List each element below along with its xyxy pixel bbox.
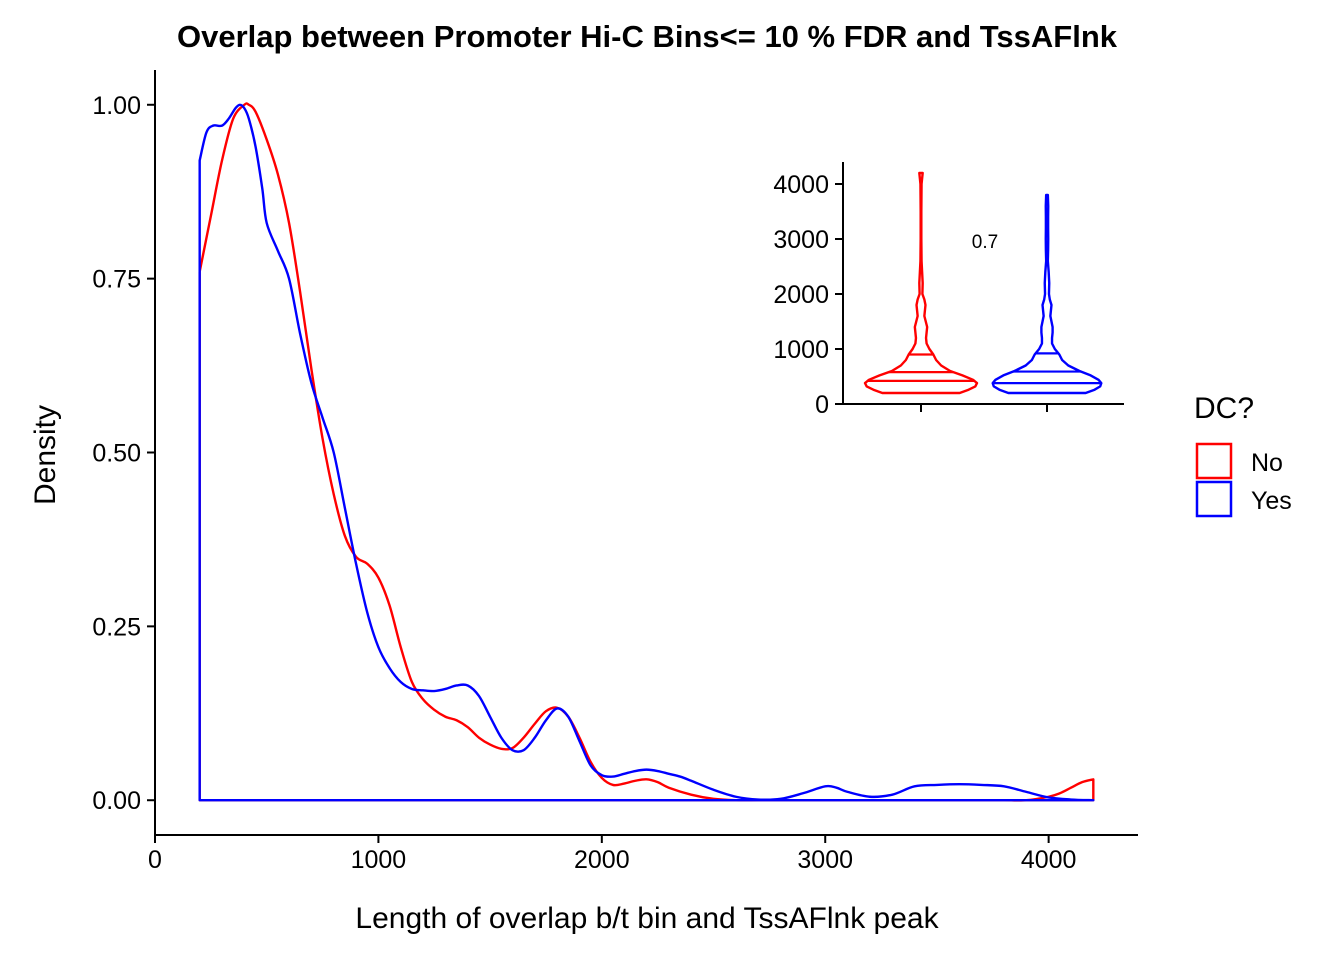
legend-key-yes: [1195, 480, 1233, 518]
x-tick-label: 4000: [1021, 846, 1077, 874]
inset-y-tick-label: 3000: [773, 226, 829, 254]
y-tick-label: 0.25: [92, 613, 141, 641]
x-axis-title: Length of overlap b/t bin and TssAFlnk p…: [355, 902, 939, 935]
x-tick-label: 2000: [574, 846, 630, 874]
y-tick-label: 0.75: [92, 266, 141, 294]
legend-title: DC?: [1194, 392, 1254, 425]
x-tick-label: 1000: [351, 846, 407, 874]
inset-y-tick-label: 1000: [773, 336, 829, 364]
violin-yes: [991, 193, 1103, 395]
y-axis-title: Density: [29, 405, 62, 505]
inset-violin-plot: 0 1000 2000 3000 4000 0.7: [773, 162, 1124, 419]
inset-y-tick-label: 2000: [773, 281, 829, 309]
x-tick-label: 0: [148, 846, 162, 874]
y-tick-label: 1.00: [92, 92, 141, 120]
inset-annotation: 0.7: [972, 232, 998, 253]
chart-title: Overlap between Promoter Hi-C Bins<= 10 …: [177, 19, 1118, 54]
x-tick-label: 3000: [797, 846, 853, 874]
density-curve-yes: [198, 103, 1095, 802]
legend-key-no: [1195, 442, 1233, 480]
inset-y-tick-label: 4000: [773, 171, 829, 199]
legend-label-yes: Yes: [1251, 487, 1292, 515]
inset-y-tick-label: 0: [815, 391, 829, 419]
y-tick-label: 0.00: [92, 787, 141, 815]
main-density-plot: 0 1000 2000 3000 4000 0.00 0.25 0.50 0.75 1.00: [92, 70, 1138, 874]
legend-label-no: No: [1251, 449, 1283, 477]
violin-no: [863, 171, 979, 395]
y-tick-label: 0.50: [92, 440, 141, 468]
legend: DC? No Yes: [1194, 392, 1292, 518]
